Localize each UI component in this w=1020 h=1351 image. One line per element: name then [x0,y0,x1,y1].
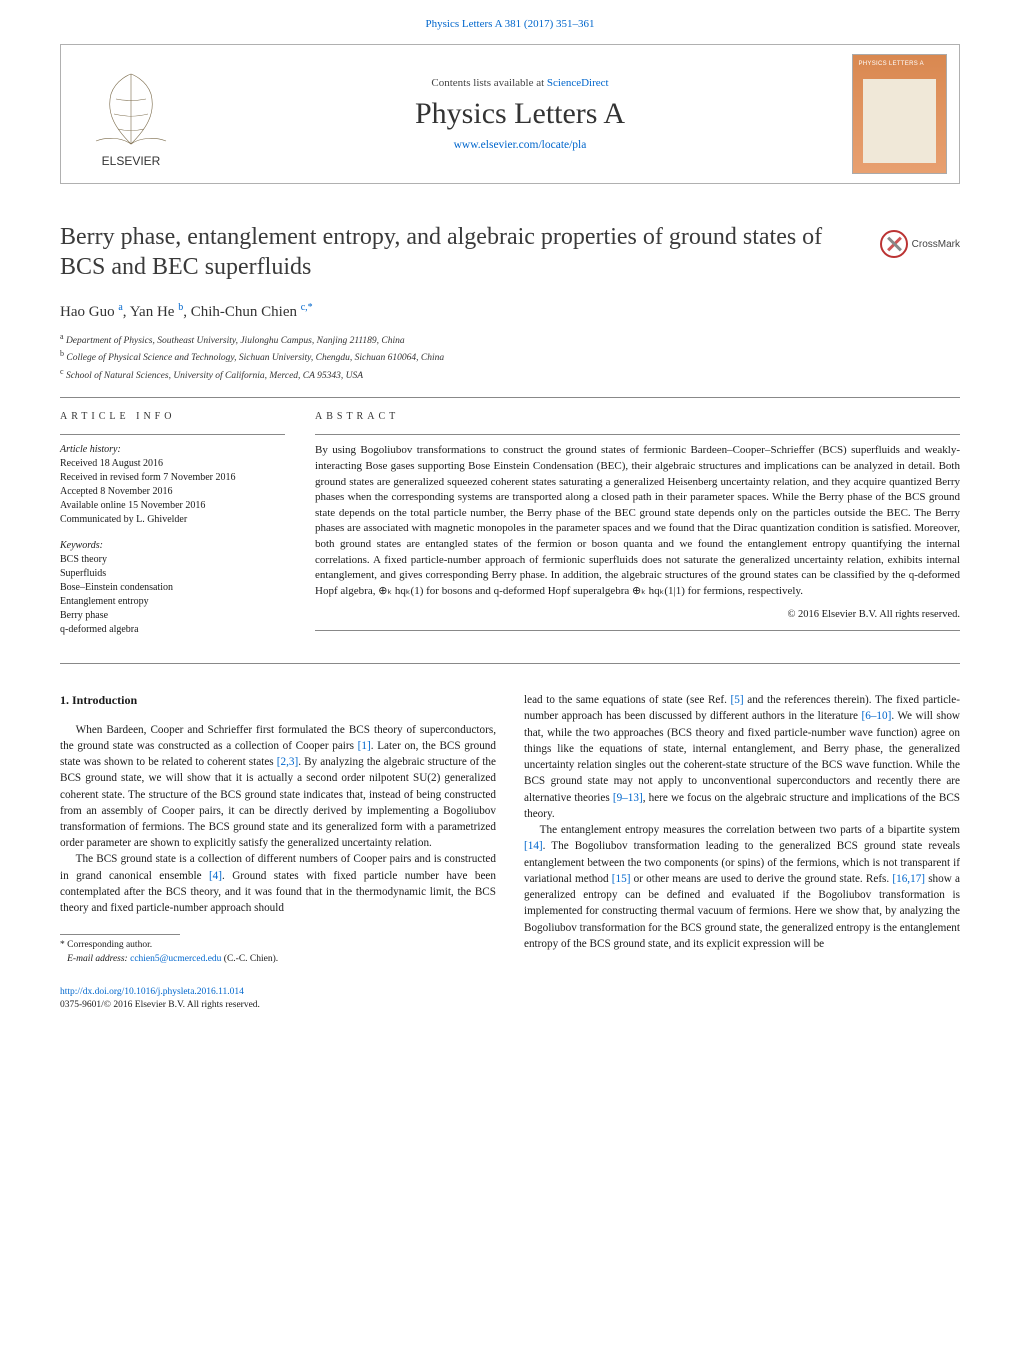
paragraph: lead to the same equations of state (see… [524,692,960,822]
history-line: Received 18 August 2016 [60,457,285,471]
email-footnote: E-mail address: cchien5@ucmerced.edu (C.… [60,953,496,966]
keyword: BCS theory [60,553,285,567]
affiliation-line: c School of Natural Sciences, University… [60,366,960,383]
citation-link[interactable]: [15] [612,873,631,885]
crossmark-icon [880,230,908,258]
abstract-copyright: © 2016 Elsevier B.V. All rights reserved… [315,608,960,623]
crossmark-label: CrossMark [912,239,960,250]
doi-link[interactable]: http://dx.doi.org/10.1016/j.physleta.201… [60,987,244,997]
history-label: Article history: [60,443,285,457]
paragraph: When Bardeen, Cooper and Schrieffer firs… [60,722,496,852]
email-who: (C.-C. Chien). [224,954,278,964]
citation-link[interactable]: [2,3] [277,756,298,768]
cover-inner [863,79,936,163]
journal-header: ELSEVIER Contents lists available at Sci… [60,44,960,184]
article-title: Berry phase, entanglement entropy, and a… [60,222,860,282]
history-line: Available online 15 November 2016 [60,499,285,513]
affiliations: a Department of Physics, Southeast Unive… [60,331,960,383]
keywords-block: Keywords: BCS theorySuperfluidsBose–Eins… [60,539,285,637]
publisher-name: ELSEVIER [102,154,161,168]
keyword: Superfluids [60,567,285,581]
history-line: Received in revised form 7 November 2016 [60,471,285,485]
info-abstract-row: ARTICLE INFO Article history: Received 1… [60,410,960,649]
divider [60,663,960,664]
citation-link[interactable]: [9–13] [613,792,643,804]
journal-link-wrap: www.elsevier.com/locate/pla [454,139,587,151]
citation-link[interactable]: [5] [731,694,744,706]
elsevier-logo-icon: ELSEVIER [76,59,186,169]
divider [60,397,960,398]
footnote-rule [60,934,180,935]
citation-link[interactable]: [14] [524,840,543,852]
journal-homepage-link[interactable]: www.elsevier.com/locate/pla [454,139,587,151]
running-head-text: Physics Letters A 381 (2017) 351–361 [426,18,595,30]
paragraph: The entanglement entropy measures the co… [524,822,960,952]
abstract-text: By using Bogoliubov transformations to c… [315,443,960,599]
section-heading: 1. Introduction [60,692,496,709]
running-head: Physics Letters A 381 (2017) 351–361 [0,0,1020,44]
header-center: Contents lists available at ScienceDirec… [201,45,839,183]
contents-line: Contents lists available at ScienceDirec… [431,77,608,89]
history-line: Accepted 8 November 2016 [60,485,285,499]
history-line: Communicated by L. Ghivelder [60,513,285,527]
article-history: Article history: Received 18 August 2016… [60,443,285,527]
abstract-heading: ABSTRACT [315,410,960,424]
paragraph: The BCS ground state is a collection of … [60,851,496,916]
journal-cover-thumbnail: PHYSICS LETTERS A [852,54,947,174]
affiliation-line: a Department of Physics, Southeast Unive… [60,331,960,348]
issn-copyright: 0375-9601/© 2016 Elsevier B.V. All right… [60,1000,260,1010]
keyword: Bose–Einstein condensation [60,581,285,595]
citation-link[interactable]: [6–10] [862,710,892,722]
keyword: Entanglement entropy [60,595,285,609]
email-label: E-mail address: [67,954,128,964]
keywords-label: Keywords: [60,539,285,553]
page-footer: http://dx.doi.org/10.1016/j.physleta.201… [60,986,960,1013]
journal-name: Physics Letters A [415,97,625,131]
publisher-logo-cell: ELSEVIER [61,45,201,183]
title-block: Berry phase, entanglement entropy, and a… [60,222,960,282]
section-title: Introduction [72,693,137,707]
crossmark-badge[interactable]: CrossMark [880,230,960,258]
citation-link[interactable]: [1] [358,740,371,752]
keyword: Berry phase [60,609,285,623]
section-number: 1. [60,693,69,707]
divider [315,434,960,435]
contents-prefix: Contents lists available at [431,77,546,89]
sciencedirect-link[interactable]: ScienceDirect [547,77,609,89]
corresponding-footnote: * Corresponding author. [60,939,496,952]
citation-link[interactable]: [4] [209,870,222,882]
cover-title: PHYSICS LETTERS A [859,61,940,67]
abstract-column: ABSTRACT By using Bogoliubov transformat… [315,410,960,649]
cover-cell: PHYSICS LETTERS A [839,45,959,183]
keyword: q-deformed algebra [60,623,285,637]
footnotes: * Corresponding author. E-mail address: … [60,934,496,966]
divider [60,434,285,435]
divider [315,630,960,631]
corresponding-email-link[interactable]: cchien5@ucmerced.edu [130,954,221,964]
citation-link[interactable]: [16,17] [892,873,925,885]
affiliation-line: b College of Physical Science and Techno… [60,348,960,365]
article-info-heading: ARTICLE INFO [60,410,285,424]
body-two-column: 1. Introduction When Bardeen, Cooper and… [60,692,960,966]
author-list: Hao Guo a, Yan He b, Chih-Chun Chien c,* [60,302,960,321]
article-info-column: ARTICLE INFO Article history: Received 1… [60,410,285,649]
